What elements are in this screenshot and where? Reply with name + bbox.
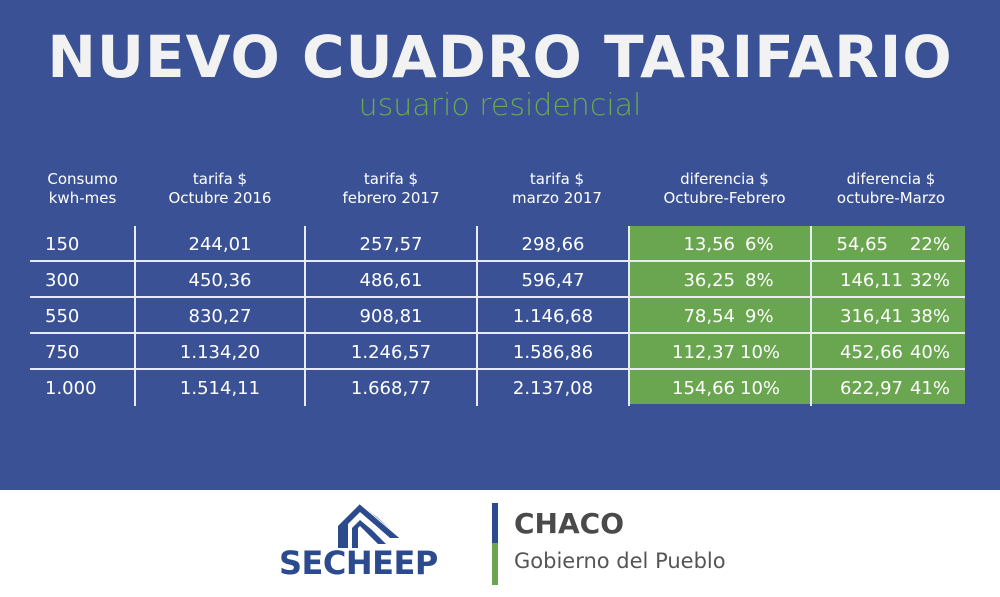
grid-vline (304, 226, 306, 406)
cell-dif-oct-feb-pct: 8% (745, 270, 774, 291)
header-mar2017-line1: tarifa $ (529, 170, 585, 188)
footer (0, 490, 1000, 597)
grid-vline (810, 226, 812, 406)
header-dif-oct-feb: diferencia $ Octubre-Febrero (637, 170, 812, 208)
table-row: 550 830,27 908,81 1.146,68 78,54 9% 316,… (30, 298, 965, 334)
cell-dif-oct-mar: 622,97 (840, 378, 903, 399)
row-divider (30, 332, 965, 334)
cell-feb2017: 1.246,57 (350, 342, 432, 363)
highlight-dif-oct-feb (630, 226, 810, 404)
row-divider (30, 260, 965, 262)
cell-dif-oct-mar: 452,66 (840, 342, 903, 363)
header-feb2017-line2: febrero 2017 (342, 189, 440, 207)
header-dif-oct-mar: diferencia $ octubre-Marzo (812, 170, 970, 208)
cell-mar2017: 298,66 (521, 234, 585, 255)
header-dif-oct-mar-line2: octubre-Marzo (836, 189, 946, 207)
cell-dif-oct-mar-pct: 32% (909, 270, 950, 291)
cell-dif-oct-feb: 112,37 (672, 342, 735, 363)
cell-consumo: 300 (45, 270, 80, 291)
cell-feb2017: 257,57 (359, 234, 423, 255)
cell-dif-oct-feb-pct: 9% (745, 306, 774, 327)
grid-vline (628, 226, 630, 406)
cell-dif-oct-feb: 78,54 (683, 306, 735, 327)
cell-consumo: 750 (45, 342, 80, 363)
page-title: NUEVO CUADRO TARIFARIO (47, 23, 953, 91)
chaco-tagline: Gobierno del Pueblo (514, 549, 726, 573)
table-row: 750 1.134,20 1.246,57 1.586,86 112,37 10… (30, 334, 965, 370)
row-divider (30, 296, 965, 298)
header-oct2016-line2: Octubre 2016 (168, 189, 272, 207)
cell-dif-oct-mar-pct: 38% (909, 306, 950, 327)
cell-oct2016: 1.134,20 (179, 342, 261, 363)
cell-dif-oct-feb-pct: 10% (740, 378, 781, 399)
header-feb2017: tarifa $ febrero 2017 (305, 170, 477, 208)
cell-dif-oct-mar-pct: 41% (909, 378, 950, 399)
secheep-logo-text: SECHEEP (279, 544, 438, 582)
cell-mar2017: 2.137,08 (512, 378, 594, 399)
grid-vline (134, 226, 136, 406)
page-subtitle: usuario residencial (358, 88, 642, 123)
header-consumo: Consumo kwh-mes (30, 170, 135, 208)
header-consumo-line2: kwh-mes (48, 189, 117, 207)
cell-mar2017: 596,47 (521, 270, 585, 291)
secheep-logo-icon (338, 504, 400, 548)
cell-dif-oct-feb: 154,66 (672, 378, 735, 399)
header-feb2017-line1: tarifa $ (363, 170, 419, 188)
cell-dif-oct-feb: 36,25 (683, 270, 735, 291)
cell-feb2017: 1.668,77 (350, 378, 432, 399)
cell-mar2017: 1.146,68 (512, 306, 594, 327)
cell-consumo: 1.000 (45, 378, 97, 399)
cell-dif-oct-mar: 146,11 (840, 270, 903, 291)
cell-consumo: 550 (45, 306, 80, 327)
grid-vline (476, 226, 478, 406)
cell-oct2016: 830,27 (188, 306, 252, 327)
table-row: 1.000 1.514,11 1.668,77 2.137,08 154,66 … (30, 370, 965, 406)
cell-oct2016: 244,01 (188, 234, 252, 255)
table-row: 300 450,36 486,61 596,47 36,25 8% 146,11… (30, 262, 965, 298)
cell-consumo: 150 (45, 234, 80, 255)
cell-dif-oct-mar: 316,41 (840, 306, 903, 327)
row-divider (30, 368, 965, 370)
cell-mar2017: 1.586,86 (512, 342, 594, 363)
cell-feb2017: 908,81 (359, 306, 423, 327)
header-dif-oct-feb-line1: diferencia $ (680, 170, 769, 188)
cell-feb2017: 486,61 (359, 270, 423, 291)
cell-dif-oct-mar: 54,65 (836, 234, 888, 255)
highlight-dif-oct-mar (812, 226, 965, 404)
cell-dif-oct-mar-pct: 22% (909, 234, 950, 255)
header-oct2016-line1: tarifa $ (192, 170, 248, 188)
cell-dif-oct-mar-pct: 40% (909, 342, 950, 363)
cell-dif-oct-feb-pct: 6% (745, 234, 774, 255)
header-mar2017-line2: marzo 2017 (512, 189, 602, 207)
header-oct2016: tarifa $ Octubre 2016 (135, 170, 305, 208)
cell-dif-oct-feb-pct: 10% (740, 342, 781, 363)
cell-dif-oct-feb: 13,56 (683, 234, 735, 255)
chaco-logo-text: CHACO (514, 507, 625, 540)
header-dif-oct-mar-line1: diferencia $ (846, 170, 936, 188)
cell-oct2016: 1.514,11 (179, 378, 261, 399)
header-consumo-line1: Consumo (47, 170, 118, 188)
cell-oct2016: 450,36 (188, 270, 252, 291)
table-row: 150 244,01 257,57 298,66 13,56 6% 54,65 … (30, 226, 965, 262)
header-dif-oct-feb-line2: Octubre-Febrero (663, 189, 786, 207)
header-mar2017: tarifa $ marzo 2017 (477, 170, 637, 208)
chaco-flag-icon (492, 503, 498, 585)
